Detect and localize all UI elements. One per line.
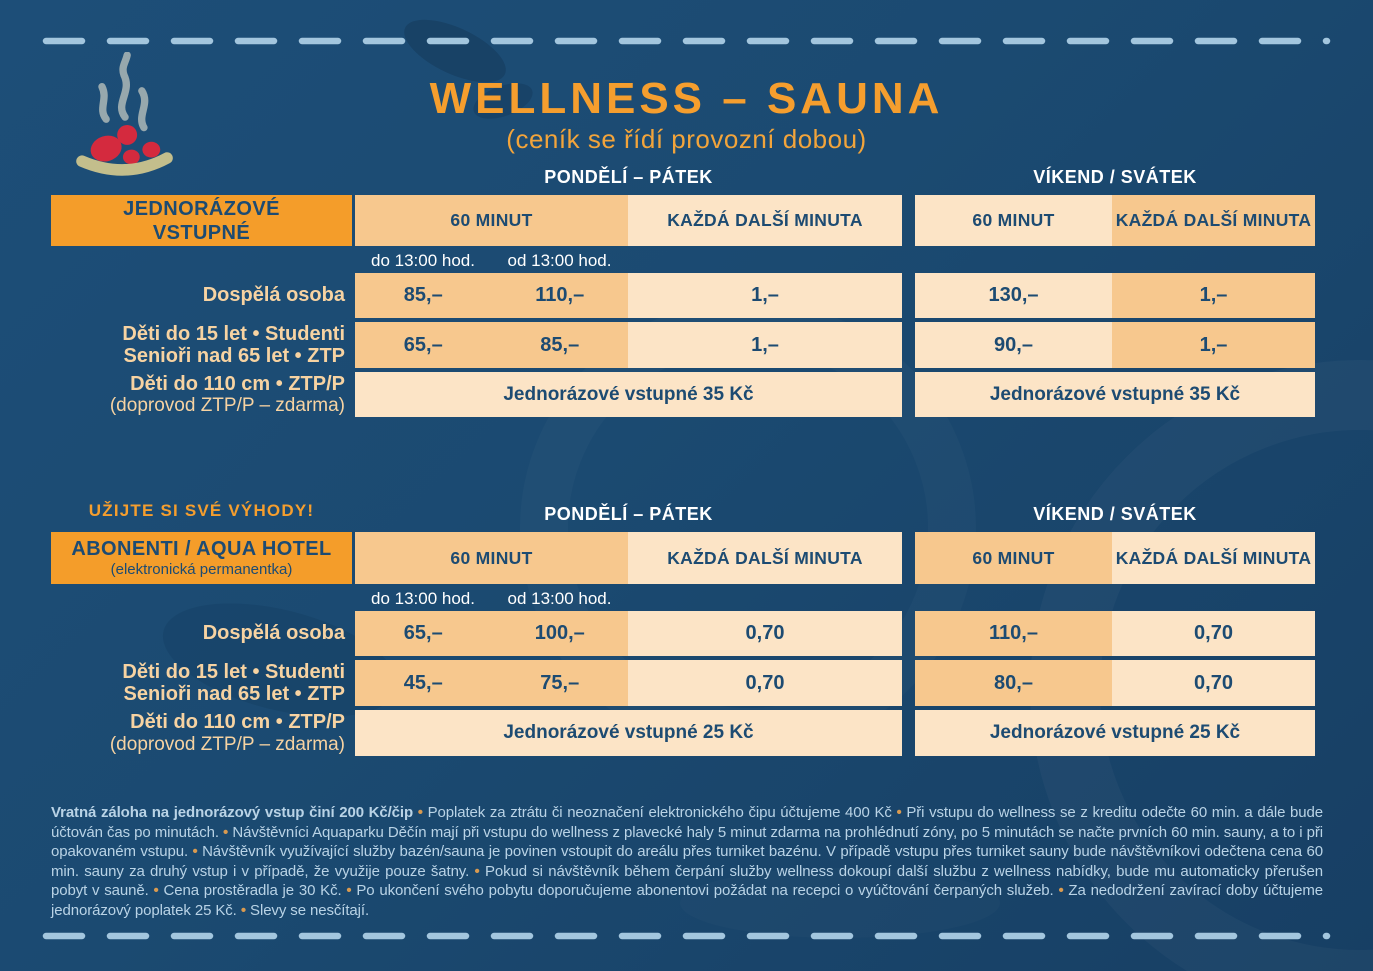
table1-row1-weekend-extra: 1,– [1112, 273, 1315, 318]
table1-category-line2: VSTUPNÉ [152, 221, 251, 244]
row-label-line: (doprovod ZTP/P – zdarma) [109, 733, 345, 755]
table1-row3-label: Děti do 110 cm • ZTP/P (doprovod ZTP/P –… [40, 372, 345, 417]
row-label-line: Dospělá osoba [202, 284, 345, 307]
row-label-line: Dospělá osoba [202, 622, 345, 645]
table2-row1-label: Dospělá osoba [40, 611, 345, 656]
table2-special-weekend: Jednorázové vstupné 25 Kč [915, 710, 1315, 756]
table1-category-line1: JEDNORÁZOVÉ [123, 197, 280, 220]
table2-row2-weekend-extra: 0,70 [1112, 660, 1315, 706]
table1-row2-weekday-extra: 1,– [628, 322, 902, 368]
table2-category-box: ABONENTI / AQUA HOTEL (elektronická perm… [51, 532, 352, 584]
table2-weekday-label: PONDĚLÍ – PÁTEK [544, 504, 713, 524]
table2-weekend-extra-header: KAŽDÁ DALŠÍ MINUTA [1112, 532, 1315, 584]
table1-weekend-extra-header: KAŽDÁ DALŠÍ MINUTA [1112, 195, 1315, 246]
table2-weekend-label: VÍKEND / SVÁTEK [1033, 504, 1197, 524]
table1-weekend-60min-header: 60 MINUT [915, 195, 1112, 246]
table1-row1-label: Dospělá osoba [40, 273, 345, 318]
table2-row3-label: Děti do 110 cm • ZTP/P (doprovod ZTP/P –… [40, 710, 345, 756]
table2-category-line1: ABONENTI / AQUA HOTEL [71, 538, 332, 560]
table1-weekday-label: PONDĚLÍ – PÁTEK [544, 167, 713, 187]
price-value: 65,– [403, 622, 443, 644]
price-value: 100,– [534, 622, 585, 644]
dashed-divider-bottom [42, 932, 1331, 940]
row-label-line: Děti do 15 let • Studenti [122, 660, 345, 683]
table2-row2-weekday-60: 45,– 75,– [355, 660, 628, 706]
table2-category-line2: (elektronická permanentka) [110, 561, 293, 578]
row-label-line: Senioři nad 65 let • ZTP [123, 345, 346, 367]
table2-weekday-60min-header: 60 MINUT [355, 532, 628, 584]
table1-row2-weekend-extra: 1,– [1112, 322, 1315, 368]
table1-special-weekday: Jednorázové vstupné 35 Kč [355, 372, 902, 417]
table1-row2-weekend-60: 90,– [915, 322, 1112, 368]
row-label-line: (doprovod ZTP/P – zdarma) [109, 395, 345, 417]
table1-weekday-extra-header: KAŽDÁ DALŠÍ MINUTA [628, 195, 902, 246]
price-value: 85,– [403, 284, 443, 306]
price-value: 85,– [540, 333, 580, 356]
footnotes-bold-lead: Vratná záloha na jednorázový vstup činí … [51, 804, 414, 821]
table2-sub-after13: od 13:00 hod. [507, 588, 612, 608]
table1-sub-before13: do 13:00 hod. [371, 250, 475, 270]
page-title: WELLNESS – SAUNA [429, 74, 944, 123]
table1-special-weekend: Jednorázové vstupné 35 Kč [915, 372, 1315, 417]
table2-row1-weekend-60: 110,– [915, 611, 1112, 656]
table1-row1-weekday-60: 85,– 110,– [355, 273, 628, 318]
table1-category-box: JEDNORÁZOVÉ VSTUPNÉ [51, 195, 352, 246]
row-label-line: Senioři nad 65 let • ZTP [123, 683, 346, 705]
table1-row2-label: Děti do 15 let • Studenti Senioři nad 65… [40, 322, 345, 368]
table1-row2-weekday-60: 65,– 85,– [355, 322, 628, 368]
page-subtitle: (ceník se řídí provozní dobou) [506, 124, 867, 154]
row-label-line: Děti do 110 cm • ZTP/P [130, 372, 345, 395]
table2-special-weekday: Jednorázové vstupné 25 Kč [355, 710, 902, 756]
table2-row1-weekday-60: 65,– 100,– [355, 611, 628, 656]
table2-weekend-60min-header: 60 MINUT [915, 532, 1112, 584]
row-label-line: Děti do 110 cm • ZTP/P [130, 711, 345, 734]
table2-row2-weekend-60: 80,– [915, 660, 1112, 706]
table1-sub-after13: od 13:00 hod. [507, 250, 612, 270]
row-label-line: Děti do 15 let • Studenti [122, 322, 345, 345]
price-value: 110,– [535, 284, 585, 306]
table2-row2-weekday-extra: 0,70 [628, 660, 902, 706]
price-value: 65,– [403, 333, 443, 356]
notes-text: • Poplatek za ztrátu či neoznačení elekt… [51, 804, 1324, 919]
table1-row1-weekend-60: 130,– [915, 273, 1112, 318]
table2-row1-weekday-extra: 0,70 [628, 611, 902, 656]
table1-weekday-60min-header: 60 MINUT [355, 195, 628, 246]
table2-row2-label: Děti do 15 let • Studenti Senioři nad 65… [40, 660, 345, 706]
sauna-stones-icon [76, 52, 173, 176]
table2-row1-weekend-extra: 0,70 [1112, 611, 1315, 656]
price-value: 45,– [403, 671, 443, 694]
dashed-divider-top [42, 37, 1331, 45]
table2-promo-label: UŽIJTE SI SVÉ VÝHODY! [88, 501, 315, 520]
table1-row1-weekday-extra: 1,– [628, 273, 902, 318]
table1-weekend-label: VÍKEND / SVÁTEK [1033, 167, 1197, 187]
price-value: 75,– [540, 671, 580, 694]
footnotes: Vratná záloha na jednorázový vstup činí … [51, 803, 1323, 920]
table2-weekday-extra-header: KAŽDÁ DALŠÍ MINUTA [628, 532, 902, 584]
table2-sub-before13: do 13:00 hod. [371, 588, 475, 608]
